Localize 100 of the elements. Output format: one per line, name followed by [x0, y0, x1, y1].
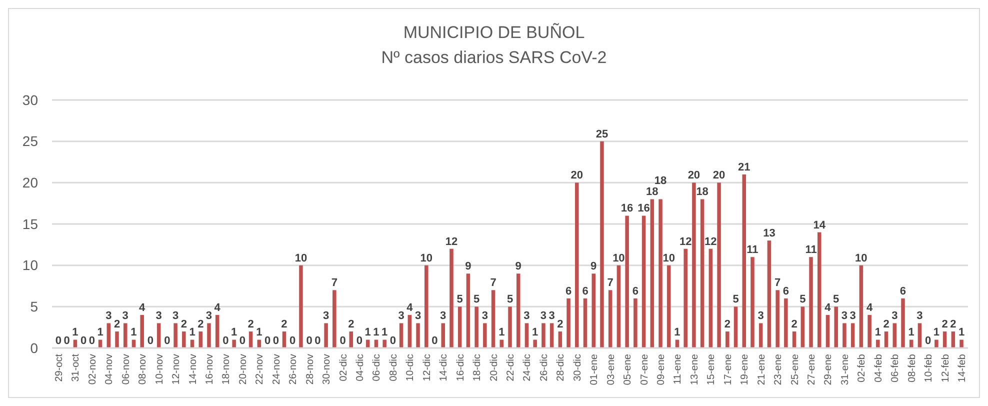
- bar: [198, 331, 203, 348]
- data-label: 1: [674, 326, 680, 339]
- data-label: 0: [80, 335, 87, 347]
- x-tick-label: 19-ene: [740, 354, 751, 386]
- bar: [892, 323, 897, 348]
- bar: [684, 248, 688, 348]
- data-label: 6: [582, 285, 588, 298]
- data-label: 4: [214, 302, 222, 314]
- bar: [282, 331, 286, 348]
- data-label: 5: [732, 294, 739, 306]
- x-tick-label: 10-nov: [154, 354, 166, 385]
- bar: [399, 323, 404, 348]
- x-tick-label: 18-nov: [221, 354, 232, 385]
- data-label: 13: [763, 228, 776, 240]
- data-label: 0: [272, 335, 279, 347]
- x-tick-label: 14-feb: [957, 354, 968, 382]
- x-tick-label: 01-ene: [589, 354, 600, 386]
- y-tick-label: 5: [30, 298, 38, 315]
- bar: [776, 290, 780, 348]
- data-label: 2: [724, 318, 730, 330]
- bar: [257, 340, 262, 348]
- bar: [424, 265, 428, 348]
- x-tick-label: 16-nov: [204, 354, 216, 385]
- bar: [876, 340, 880, 348]
- data-label: 1: [256, 326, 262, 339]
- data-label: 3: [440, 310, 446, 322]
- data-label: 0: [340, 335, 346, 347]
- data-label: 4: [406, 302, 414, 314]
- data-label: 0: [239, 335, 246, 347]
- data-label: 3: [122, 310, 128, 322]
- data-label: 7: [331, 277, 338, 290]
- x-tick-label: 26-dic: [538, 354, 550, 382]
- data-label: 0: [306, 335, 312, 347]
- bar: [441, 323, 445, 348]
- bar: [634, 298, 638, 348]
- bar: [592, 274, 596, 348]
- bar: [625, 216, 629, 348]
- data-label: 7: [774, 277, 781, 290]
- bar: [951, 331, 956, 348]
- data-label: 16: [620, 202, 634, 215]
- bar: [550, 323, 554, 348]
- data-label: 3: [841, 310, 848, 322]
- x-tick-label: 02-feb: [856, 354, 868, 382]
- bar: [491, 290, 496, 348]
- y-tick-label: 15: [22, 216, 38, 232]
- bar: [909, 340, 914, 348]
- bar: [726, 331, 730, 348]
- bar: [608, 290, 612, 348]
- data-label: 2: [180, 318, 187, 330]
- bar: [98, 340, 102, 348]
- x-tick-label: 29-ene: [823, 354, 834, 386]
- bar: [868, 314, 872, 348]
- bar: [583, 298, 588, 348]
- x-tick-label: 10-feb: [924, 354, 935, 382]
- data-label: 1: [498, 326, 505, 339]
- x-tick-label: 22-nov: [254, 354, 266, 385]
- data-label: 0: [314, 335, 321, 347]
- bar: [324, 323, 328, 348]
- data-label: 2: [950, 318, 956, 330]
- bar: [826, 314, 830, 348]
- data-label: 1: [382, 326, 388, 339]
- x-tick-label: 08-dic: [388, 354, 400, 382]
- x-tick-label: 29-oct: [54, 354, 65, 382]
- bar: [642, 216, 646, 348]
- x-tick-label: 08-feb: [906, 354, 918, 382]
- bar: [299, 265, 303, 348]
- x-tick-label: 14-dic: [438, 354, 450, 382]
- data-label: 1: [908, 326, 914, 339]
- bar: [458, 306, 462, 348]
- data-label: 0: [356, 335, 363, 347]
- data-label: 3: [916, 310, 923, 322]
- data-label: 1: [189, 326, 196, 339]
- bar: [960, 340, 964, 348]
- bar: [232, 340, 236, 348]
- data-label: 4: [824, 302, 832, 314]
- data-label: 3: [524, 310, 530, 322]
- bar: [600, 141, 604, 348]
- bar: [500, 340, 504, 348]
- x-tick-label: 26-nov: [288, 354, 300, 385]
- bar: [784, 298, 788, 348]
- data-label: 6: [632, 285, 638, 298]
- y-tick-label: 10: [22, 257, 38, 274]
- x-tick-label: 24-dic: [522, 354, 534, 382]
- data-label: 20: [688, 170, 700, 182]
- bar: [408, 314, 412, 348]
- data-label: 3: [414, 310, 422, 322]
- bar: [650, 199, 654, 348]
- bar: [332, 290, 336, 348]
- data-label: 14: [813, 219, 826, 232]
- data-label: 2: [557, 318, 564, 330]
- data-label: 2: [942, 318, 948, 330]
- y-tick-label: 25: [22, 133, 38, 150]
- bar: [575, 182, 579, 348]
- data-label: 1: [874, 326, 881, 339]
- x-tick-label: 05-ene: [622, 354, 634, 386]
- x-tick-label: 03-ene: [606, 354, 617, 386]
- bar: [700, 199, 704, 348]
- bar: [742, 174, 746, 348]
- data-label: 10: [855, 252, 868, 264]
- data-label: 20: [570, 170, 584, 182]
